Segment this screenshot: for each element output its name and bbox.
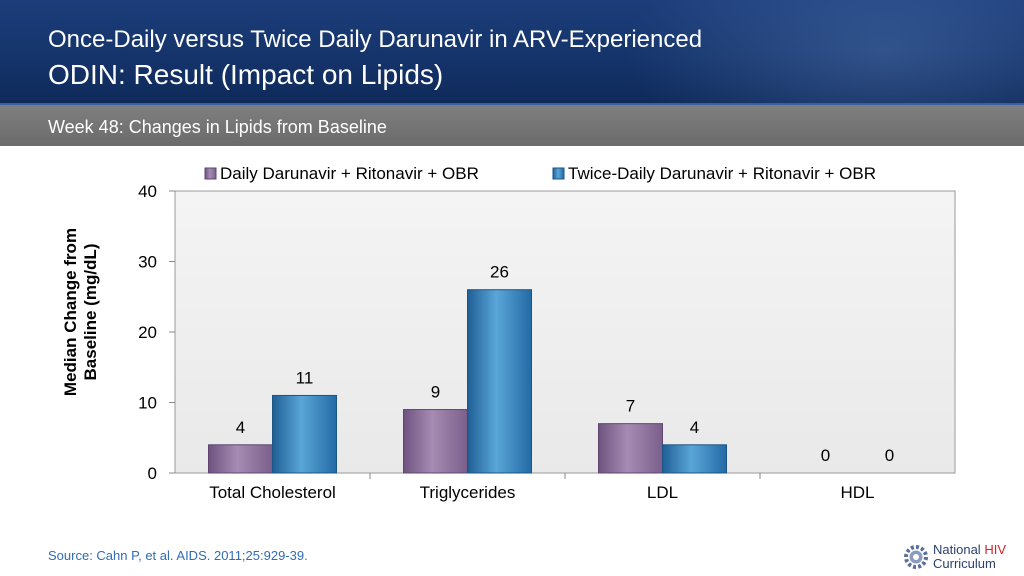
y-tick-label: 40 bbox=[138, 182, 157, 201]
chart-legend: Daily Darunavir + Ritonavir + OBR Twice-D… bbox=[204, 164, 876, 183]
legend-entry: Twice-Daily Darunavir + Ritonavir + OBR bbox=[568, 164, 876, 183]
bar-series2 bbox=[662, 444, 727, 474]
x-category-label: LDL bbox=[647, 483, 678, 502]
data-label: 4 bbox=[236, 418, 245, 437]
bar-series1 bbox=[598, 423, 663, 474]
chart-area: Daily Darunavir + Ritonavir + OBR Twice-D… bbox=[0, 146, 1024, 526]
y-tick-label: 30 bbox=[138, 253, 157, 272]
slide-title-line1: Once-Daily versus Twice Daily Darunavir … bbox=[48, 26, 703, 53]
data-label: 0 bbox=[885, 446, 894, 465]
x-category-label: Total Cholesterol bbox=[209, 483, 336, 502]
logo-national: National bbox=[933, 542, 981, 557]
data-label: 26 bbox=[490, 263, 509, 282]
bar-series1 bbox=[403, 409, 468, 474]
data-label: 11 bbox=[296, 368, 314, 387]
bar-series2 bbox=[272, 394, 337, 474]
x-category-label: HDL bbox=[840, 483, 874, 502]
lipid-bar-chart: Daily Darunavir + Ritonavir + OBR Twice-D… bbox=[61, 164, 956, 502]
y-tick-label: 20 bbox=[138, 323, 157, 342]
x-category-label: Triglycerides bbox=[420, 483, 516, 502]
logo-hiv: HIV bbox=[984, 542, 1006, 557]
logo-text: National HIV Curriculum bbox=[933, 543, 1006, 571]
logo-curriculum: Curriculum bbox=[933, 556, 996, 571]
legend-swatch bbox=[552, 167, 565, 180]
national-hiv-curriculum-logo: National HIV Curriculum bbox=[903, 542, 1019, 574]
data-label: 4 bbox=[690, 418, 699, 437]
legend-entry: Daily Darunavir + Ritonavir + OBR bbox=[220, 164, 479, 183]
subtitle-bar: Week 48: Changes in Lipids from Baseline bbox=[0, 103, 1024, 146]
bar-series1 bbox=[208, 444, 273, 474]
y-tick-label: 0 bbox=[148, 464, 157, 483]
slide-header: Once-Daily versus Twice Daily Darunavir … bbox=[0, 0, 1024, 103]
data-label: 9 bbox=[431, 383, 440, 402]
gear-logo-icon bbox=[904, 545, 928, 569]
slide-subtitle: Week 48: Changes in Lipids from Baseline bbox=[48, 117, 387, 137]
slide-title-line2: ODIN: Result (Impact on Lipids) bbox=[48, 59, 444, 90]
y-tick-label: 10 bbox=[138, 394, 157, 413]
data-label: 7 bbox=[626, 397, 635, 416]
legend-swatch bbox=[204, 167, 217, 180]
bar-series2 bbox=[467, 289, 532, 474]
y-axis-label: Median Change fromBaseline (mg/dL) bbox=[61, 228, 100, 396]
data-label: 0 bbox=[821, 446, 830, 465]
source-citation: Source: Cahn P, et al. AIDS. 2011;25:929… bbox=[48, 548, 308, 563]
